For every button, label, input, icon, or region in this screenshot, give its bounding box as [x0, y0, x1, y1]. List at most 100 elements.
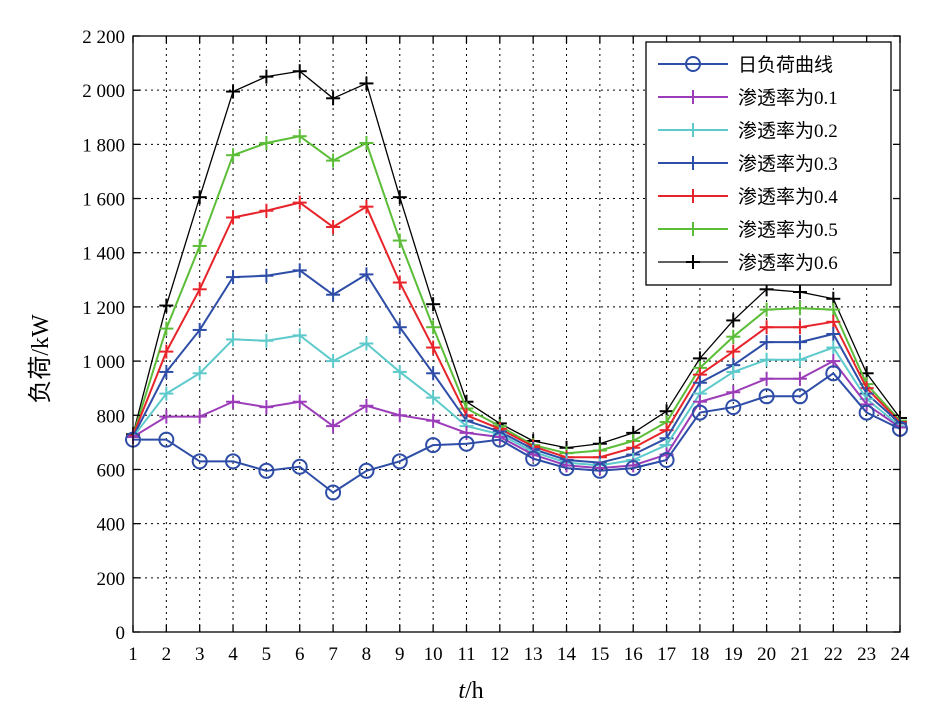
data-point [226, 210, 241, 225]
legend-marker [686, 255, 700, 269]
data-point [358, 462, 375, 479]
legend-entry: 渗透率为0.3 [658, 153, 838, 175]
data-point [159, 409, 174, 424]
legend-marker [686, 189, 700, 203]
data-point [826, 327, 841, 341]
data-point [858, 404, 875, 421]
legend-marker [686, 156, 700, 170]
legend-entry: 渗透率为0.6 [658, 252, 838, 274]
data-point [226, 332, 241, 347]
x-tick-label: 12 [490, 644, 509, 665]
data-point [392, 408, 407, 423]
data-point [192, 409, 207, 424]
data-point [159, 386, 174, 401]
legend-entry: 渗透率为0.4 [658, 186, 838, 208]
x-tick-label: 23 [857, 644, 876, 665]
data-point [792, 285, 807, 300]
legend-label: 渗透率为0.5 [738, 219, 838, 241]
data-point [759, 352, 774, 367]
x-axis-label: t/h [458, 678, 483, 704]
data-point [192, 282, 207, 297]
data-point [591, 462, 608, 479]
x-tick-label: 21 [790, 644, 809, 665]
x-axis-label-unit: /h [465, 678, 484, 704]
data-point [326, 153, 341, 168]
data-point [225, 453, 242, 470]
data-point [759, 371, 774, 386]
data-point [359, 76, 374, 91]
data-point [159, 298, 174, 313]
x-tick-label: 13 [524, 644, 543, 665]
data-point [191, 453, 208, 470]
data-point [826, 340, 841, 355]
legend-label: 渗透率为0.4 [738, 186, 838, 208]
y-tick-label: 800 [97, 406, 126, 427]
data-point [359, 267, 374, 282]
data-point [326, 219, 341, 234]
data-point [759, 302, 774, 317]
data-point [259, 136, 274, 151]
data-point [326, 354, 341, 369]
data-point [259, 203, 274, 218]
x-tick-label: 11 [457, 644, 475, 665]
data-point [392, 364, 407, 379]
x-tick-label: 17 [657, 644, 676, 665]
y-tick-label: 1 000 [82, 352, 125, 373]
y-tick-label: 200 [97, 569, 126, 590]
x-tick-label: 2 [162, 644, 172, 665]
x-tick-label: 3 [195, 644, 205, 665]
data-point [725, 399, 742, 416]
data-point [392, 233, 407, 248]
data-point [426, 390, 441, 405]
data-point [726, 313, 741, 328]
data-point [426, 320, 441, 335]
x-tick-label: 19 [724, 644, 743, 665]
data-point [826, 314, 841, 329]
data-point [291, 458, 308, 475]
data-point [192, 366, 207, 381]
x-tick-label: 22 [824, 644, 843, 665]
data-point [226, 270, 241, 285]
plot-frame [132, 35, 901, 633]
data-point [192, 190, 207, 205]
data-point [859, 397, 874, 412]
data-point [226, 394, 241, 409]
y-tick-label: 1 800 [82, 135, 125, 156]
data-point [758, 388, 775, 405]
data-point [325, 484, 342, 501]
x-tick-label: 4 [228, 644, 238, 665]
data-point [759, 335, 774, 350]
data-point [292, 129, 307, 144]
x-tick-label: 18 [690, 644, 709, 665]
data-point [292, 328, 307, 343]
x-axis-label-variable: t [458, 678, 466, 704]
data-point [259, 69, 274, 84]
data-point [558, 460, 575, 477]
legend-marker [686, 123, 700, 137]
x-tick-label: 9 [395, 644, 405, 665]
data-point [759, 320, 774, 335]
data-point [426, 366, 441, 381]
y-tick-label: 1 400 [82, 244, 125, 265]
legend-entry: 渗透率为0.5 [658, 219, 838, 241]
data-point [159, 344, 174, 359]
data-point [726, 329, 741, 344]
data-point [791, 388, 808, 405]
data-point [359, 336, 374, 351]
x-tick-label: 6 [295, 644, 305, 665]
y-tick-label: 1 200 [82, 298, 125, 319]
data-point [292, 263, 307, 278]
data-point [826, 302, 841, 317]
data-point [726, 364, 741, 379]
y-tick-label: 0 [116, 623, 126, 644]
data-point [159, 321, 174, 336]
data-point [326, 91, 341, 106]
data-point [792, 335, 807, 350]
data-point [259, 333, 274, 348]
data-point [426, 413, 441, 428]
data-point [392, 275, 407, 290]
axis-ticks: 1 2 3 4 5 6 7 8 9 10 11 12 13 14 15 16 17 18 19 20 21 22 23 240… [82, 27, 910, 665]
data-point [259, 268, 274, 283]
